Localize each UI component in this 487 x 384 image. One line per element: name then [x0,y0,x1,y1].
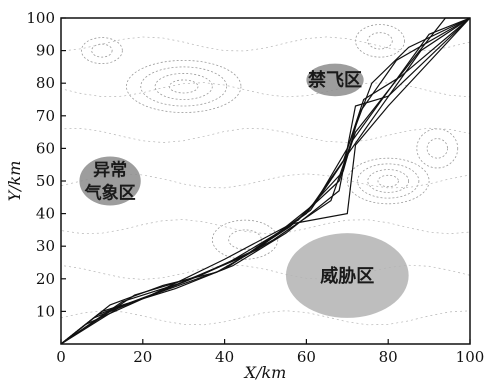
zone-label: 异常 [93,159,127,180]
zone-label: 禁飞区 [308,69,362,91]
contour-ring [140,66,228,107]
x-tick-label: 20 [133,348,152,366]
contour-ring [346,157,430,205]
contour-line [60,264,471,280]
y-tick-label: 60 [36,139,55,157]
x-tick-label: 80 [379,348,398,366]
contour-ring [367,32,393,50]
axis-ticks: 0 20 40 60 80 100 10 20 30 40 50 60 70 80 90 100 [26,9,484,366]
x-tick-label: 40 [215,348,234,366]
contour-ring [355,24,405,58]
zone-region [306,63,364,97]
contour-line [60,127,471,143]
y-tick-label: 100 [26,9,55,27]
path-series-line [60,17,471,345]
contour-ring [426,138,448,159]
y-tick-label: 10 [36,302,55,320]
contour-ring [168,79,199,94]
y-tick-label: 90 [36,42,55,60]
zone-regions [79,63,409,318]
x-axis-label: X/km [243,363,287,382]
contour-ring [357,163,420,199]
y-tick-label: 30 [36,237,55,255]
x-tick-label: 60 [297,348,316,366]
zone-region [285,233,409,318]
contour-line [60,310,471,326]
y-tick-label: 20 [36,270,55,288]
y-axis-label: Y/km [5,161,24,202]
contour-ring [91,43,113,58]
zone-label: 威胁区 [320,265,374,287]
contour-ring [126,59,242,113]
zone-region [79,156,141,206]
y-tick-label: 70 [36,107,55,125]
path-series [60,17,471,345]
path-series-line [60,17,470,345]
path-series-line [60,17,471,345]
y-tick-label: 50 [36,172,55,190]
contour-ring [154,73,213,100]
contour-line [60,219,471,235]
contour-ring [81,37,123,65]
x-tick-label: 0 [56,348,66,366]
x-tick-label: 100 [456,348,485,366]
contour-ring [416,128,459,169]
contour-ring [211,219,279,260]
y-tick-label: 80 [36,74,55,92]
contour-background [60,24,471,326]
zone-label: 气象区 [84,182,136,203]
contour-ring [377,174,399,188]
contour-ring [367,169,410,193]
y-tick-label: 40 [36,205,55,223]
